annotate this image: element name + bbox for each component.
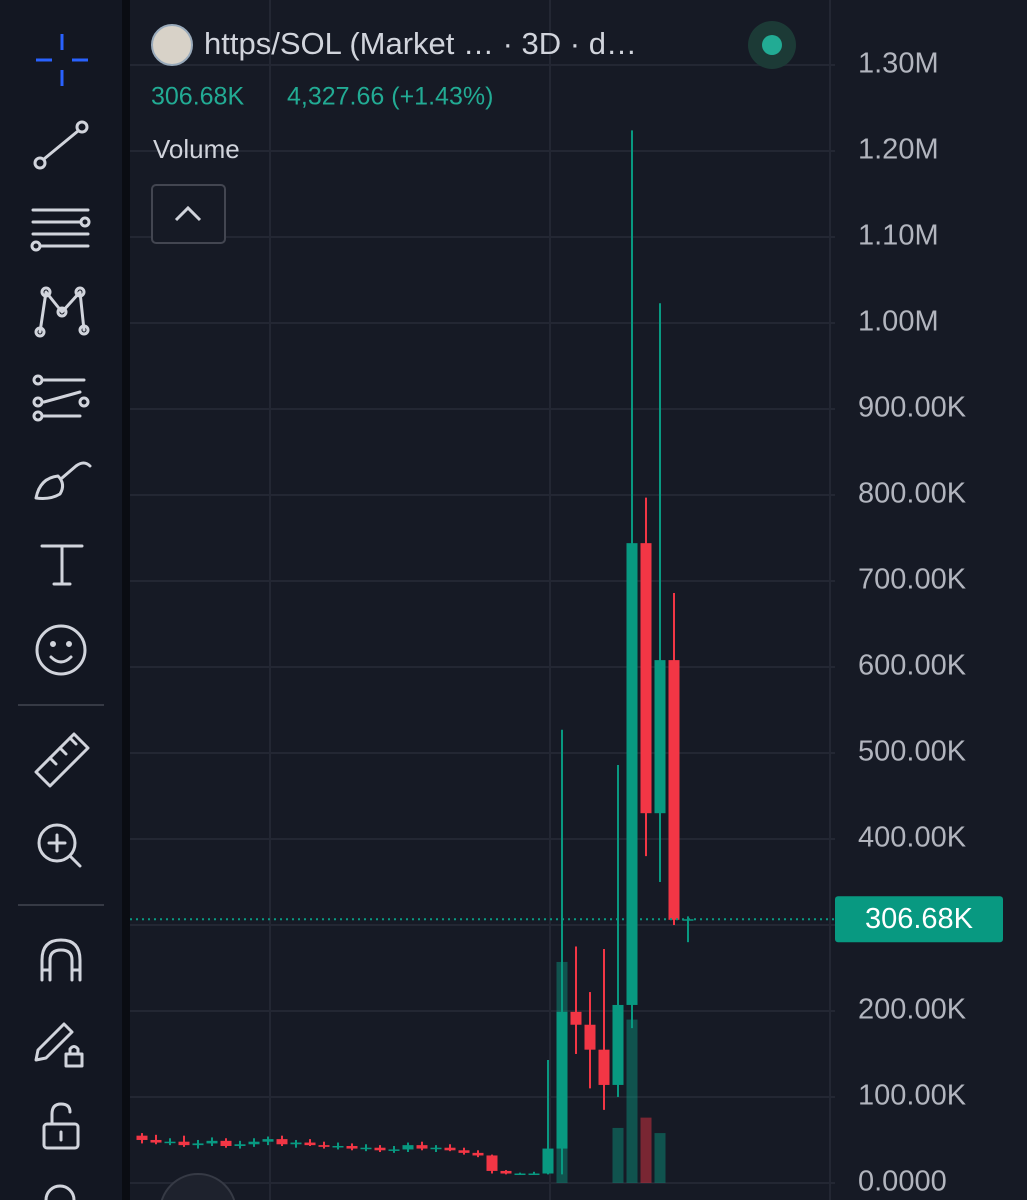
y-tick-label: 1.30M [858, 48, 939, 80]
y-tick-label: 200.00K [858, 994, 967, 1026]
y-tick-label: 600.00K [858, 650, 967, 682]
volume-bar [612, 1127, 624, 1183]
candle-body [458, 1150, 470, 1153]
y-tick-label: 700.00K [858, 564, 967, 596]
candle-body [528, 1173, 540, 1176]
scroll-button[interactable] [160, 1173, 236, 1200]
candle-body [430, 1147, 442, 1150]
lock-drawings-tool[interactable] [34, 1022, 84, 1068]
brush-tool[interactable] [34, 461, 92, 500]
candle-body [290, 1142, 302, 1145]
volume-bar [654, 1133, 666, 1183]
candle-body [542, 1148, 554, 1174]
candle-body [318, 1145, 330, 1147]
candle-body [626, 543, 638, 1005]
y-tick-label: 800.00K [858, 478, 967, 510]
plot: 0.0000100.00K200.00K300.00K400.00K500.00… [130, 0, 1003, 1200]
candle-body [472, 1152, 484, 1156]
price-label-box [835, 896, 1003, 943]
crosshair-tool[interactable] [36, 34, 88, 86]
candle-body [640, 543, 652, 814]
candle-body [416, 1145, 428, 1149]
candle-body [248, 1141, 260, 1145]
toolbar [0, 0, 122, 1200]
candle-body [262, 1139, 274, 1142]
candle-body [584, 1024, 596, 1050]
y-tick-label: 1.10M [858, 220, 939, 252]
y-tick-label: 100.00K [858, 1080, 967, 1112]
trend-line-tool[interactable] [33, 120, 89, 170]
candle-body [556, 1011, 568, 1149]
candle-body [192, 1143, 204, 1146]
divider [122, 0, 130, 1200]
candle-body [598, 1049, 610, 1085]
candle-body [136, 1135, 148, 1140]
zoom-tool[interactable] [37, 823, 82, 868]
y-tick-label: 0.0000 [858, 1166, 947, 1198]
candle-body [150, 1139, 162, 1143]
text-tool[interactable] [40, 544, 84, 586]
candle-body [500, 1170, 512, 1174]
candle-body [374, 1147, 386, 1151]
candle-body [276, 1139, 288, 1145]
y-tick-label: 400.00K [858, 822, 967, 854]
candle-body [388, 1149, 400, 1151]
candle-body [234, 1144, 246, 1146]
pattern-tool[interactable] [34, 286, 90, 338]
status-dot [762, 35, 782, 55]
price-change: 4,327.66 (+1.43%) [287, 83, 493, 111]
candle-body [360, 1147, 372, 1150]
candle-body [220, 1140, 232, 1146]
candle-body [570, 1011, 582, 1025]
last-price: 306.68K [151, 83, 244, 111]
candle-body [486, 1155, 498, 1171]
magnet-tool[interactable] [40, 938, 82, 982]
collapse-button[interactable] [151, 184, 226, 244]
candle-body [346, 1145, 358, 1149]
y-tick-label: 900.00K [858, 392, 967, 424]
ruler-tool[interactable] [34, 732, 90, 788]
candle-body [668, 660, 680, 920]
y-tick-label: 1.20M [858, 134, 939, 166]
unlock-tool[interactable] [42, 1102, 80, 1150]
y-tick-label: 1.00M [858, 306, 939, 338]
candle-body [178, 1141, 190, 1146]
candle-body [164, 1141, 176, 1144]
candle-body [402, 1145, 414, 1150]
volume-bar [640, 1117, 652, 1183]
price-label: 306.68K [865, 903, 974, 935]
emoji-tool[interactable] [35, 624, 87, 676]
symbol-avatar [151, 24, 193, 66]
candle-body [612, 1004, 624, 1085]
candle-body [304, 1142, 316, 1146]
candle-body [332, 1145, 344, 1148]
candle-body [514, 1173, 526, 1176]
prediction-tool[interactable] [32, 374, 90, 422]
candle-body [206, 1140, 218, 1144]
candle-body [654, 660, 666, 814]
candle-body [444, 1147, 456, 1151]
fib-tool[interactable] [30, 208, 91, 252]
hide-tool[interactable] [44, 1184, 76, 1200]
indicator-name[interactable]: Volume [153, 134, 240, 164]
volume-bar [626, 1019, 638, 1183]
y-tick-label: 500.00K [858, 736, 967, 768]
symbol-title[interactable]: https/SOL (Market … · 3D · d… [204, 26, 637, 61]
chart-pane [130, 0, 1027, 1200]
